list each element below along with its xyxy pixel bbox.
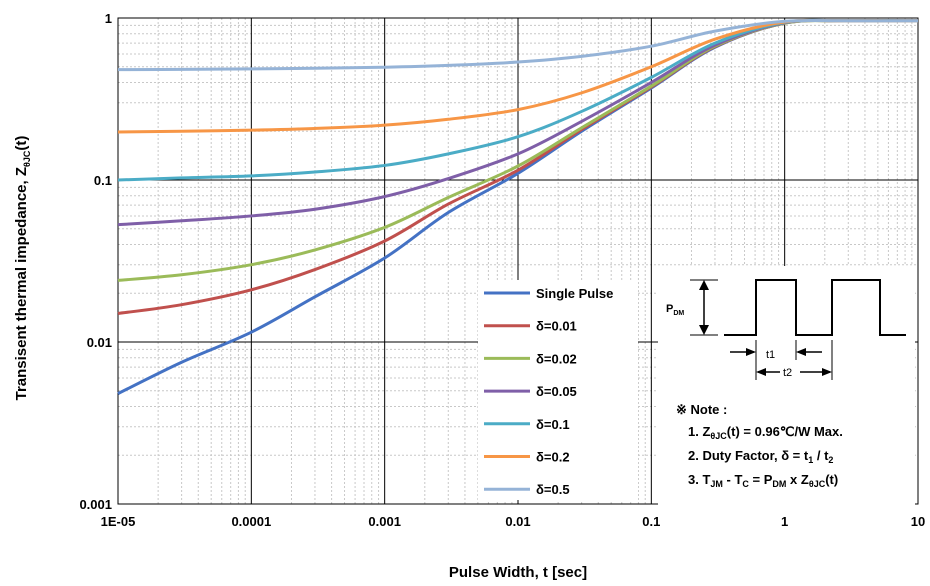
note-line-2-mid: / t	[813, 448, 829, 463]
plot-frame	[117, 17, 919, 505]
note-line-3-mid2: = P	[749, 472, 773, 487]
x-tick-label: 0.001	[368, 514, 401, 529]
note-line-2-sub1: 1	[808, 455, 813, 465]
y-tick-labels: 0.001 0.01 0.1 1	[79, 11, 112, 512]
y-axis-title: Transisent thermal impedance, ZθJC(t)	[13, 136, 32, 401]
series-lines	[117, 18, 919, 395]
x-tick-label: 0.0001	[231, 514, 271, 529]
y-tick-label: 0.001	[79, 497, 112, 512]
y-tick-label: 0.1	[94, 173, 112, 188]
x-tick-label: 0.01	[505, 514, 530, 529]
note-line-1-sub: θJC	[710, 431, 727, 441]
note-line-1: 1. ZθJC(t) = 0.96℃/W Max.	[688, 424, 843, 441]
legend-label: Single Pulse	[536, 286, 613, 301]
note-line-3-mid3: x Z	[786, 472, 808, 487]
note-line-3-sub1: JM	[710, 479, 723, 489]
y-axis-title-suffix: (t)	[13, 136, 30, 151]
note-block: ※ Note : 1. ZθJC(t) = 0.96℃/W Max. 2. Du…	[676, 402, 843, 489]
legend-label: δ=0.02	[536, 351, 577, 366]
inset-panel	[658, 266, 915, 506]
t2-label-bg	[780, 365, 800, 378]
x-tick-label: 0.1	[642, 514, 660, 529]
x-tick-labels: 1E-05 0.0001 0.001 0.01 0.1 1 10	[101, 514, 926, 529]
series-line	[117, 18, 919, 72]
x-axis-title: Pulse Width, t [sec]	[449, 564, 587, 581]
y-axis-title-sub: θJC	[22, 150, 32, 167]
legend-label: δ=0.2	[536, 450, 570, 465]
note-line-2: 2. Duty Factor, δ = t1 / t2	[688, 448, 833, 465]
note-line-3-sub2: C	[742, 479, 749, 489]
note-line-3-sub3: DM	[772, 479, 786, 489]
note-line-3-post: (t)	[825, 472, 838, 487]
y-tick-label: 0.01	[87, 335, 112, 350]
x-tick-label: 10	[911, 514, 925, 529]
note-heading: ※ Note :	[676, 402, 727, 417]
y-tick-label: 1	[105, 11, 112, 26]
note-line-2-pre: 2. Duty Factor, δ = t	[688, 448, 809, 463]
t2-label: t2	[783, 367, 792, 379]
t1-label: t1	[766, 349, 775, 361]
pulse-diagram: PDM t1 t2	[666, 279, 906, 380]
note-line-1-pre: 1. Z	[688, 424, 710, 439]
note-line-3-pre: 3. T	[688, 472, 710, 487]
legend-label: δ=0.5	[536, 482, 570, 497]
pdm-label: PDM	[666, 303, 684, 317]
t1-arrow-left-head	[746, 348, 756, 356]
legend-label: δ=0.05	[536, 384, 577, 399]
pdm-label-main: P	[666, 303, 673, 315]
pdm-label-sub: DM	[673, 310, 684, 317]
note-line-3-mid1: - T	[723, 472, 743, 487]
x-tick-label: 1E-05	[101, 514, 136, 529]
x-tick-label: 1	[781, 514, 788, 529]
note-line-1-post: (t) = 0.96℃/W Max.	[727, 424, 843, 439]
legend-label: δ=0.01	[536, 319, 577, 334]
t1-arrow-right-head	[796, 348, 806, 356]
pulse-waveform	[724, 279, 906, 336]
note-line-2-sub2: 2	[828, 455, 833, 465]
note-line-3: 3. TJM - TC = PDM x ZθJC(t)	[688, 472, 838, 489]
t2-arrow-right-head	[822, 368, 832, 376]
legend: Single Pulse δ=0.01 δ=0.02 δ=0.05 δ=0.1 δ=0.2…	[478, 280, 638, 500]
legend-label: δ=0.1	[536, 417, 570, 432]
y-axis-title-main: Transisent thermal impedance, Z	[13, 167, 30, 400]
pdm-arrow-up	[699, 280, 709, 290]
t2-arrow-left-head	[756, 368, 766, 376]
note-line-3-sub4: θJC	[809, 479, 826, 489]
pdm-arrow-down	[699, 325, 709, 335]
